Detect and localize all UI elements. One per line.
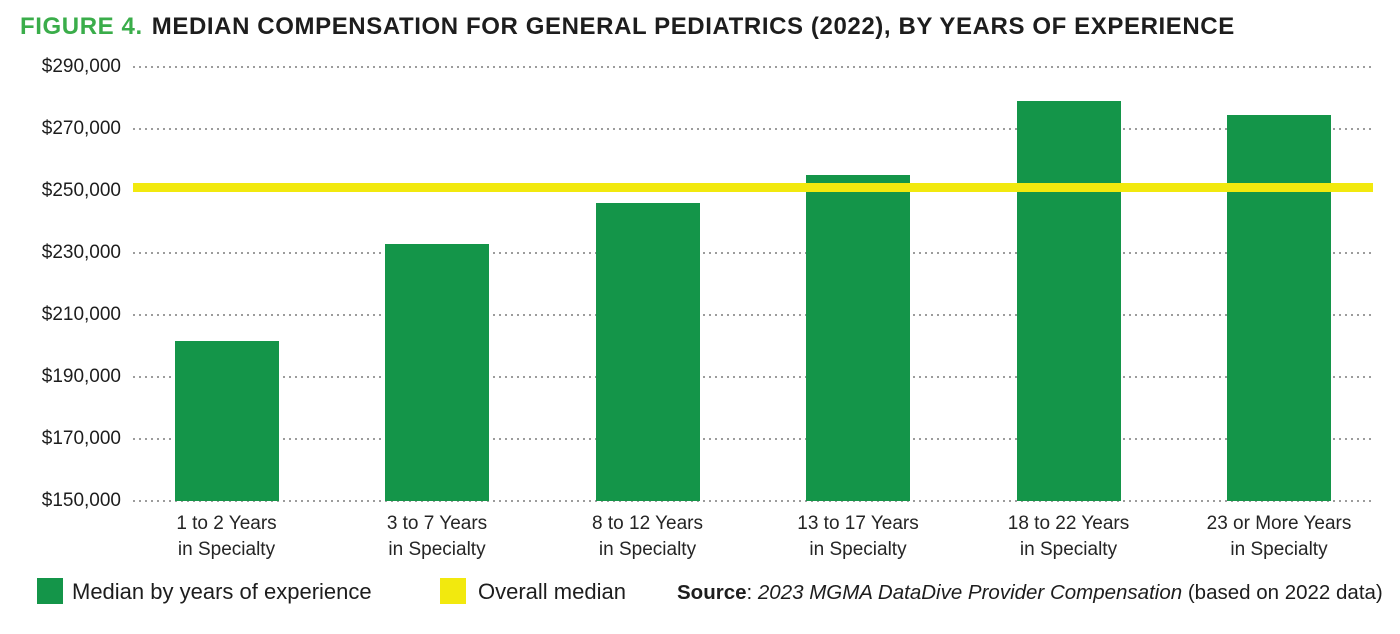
bar-5 [1016, 101, 1121, 501]
x-axis-category-label: 18 to 22 Years in Specialty [1007, 513, 1130, 560]
legend-swatch-overall-median [440, 578, 466, 604]
source-citation: 2023 MGMA DataDive Provider Compensation [757, 581, 1183, 604]
gridline [133, 376, 1373, 378]
plot-area [133, 66, 1373, 502]
x-axis-category-label: 13 to 17 Years in Specialty [797, 513, 919, 560]
gridline [133, 128, 1373, 130]
gridline [133, 314, 1373, 316]
gridline [133, 252, 1373, 254]
y-axis-tick-label: $190,000 [41, 366, 121, 387]
y-axis-tick-label: $150,000 [41, 490, 121, 511]
y-axis-tick-label: $250,000 [41, 180, 121, 201]
gridline [133, 438, 1373, 440]
source-text: Source: 2023 MGMA DataDive Provider Comp… [677, 580, 1383, 606]
x-axis-category-label: 3 to 7 Years in Specialty [386, 513, 488, 560]
y-axis-tick-label: $290,000 [41, 56, 121, 77]
y-axis-tick-label: $170,000 [41, 428, 121, 449]
x-axis-category-label: 23 or More Years in Specialty [1206, 513, 1352, 560]
bar-4 [806, 175, 910, 501]
y-axis-tick-label: $270,000 [41, 118, 121, 139]
bar-6 [1227, 115, 1331, 501]
x-axis-category-label: 1 to 2 Years in Specialty [176, 513, 277, 560]
y-axis-tick-label: $210,000 [41, 304, 121, 325]
legend-label-overall-median: Overall median [478, 579, 626, 604]
source-colon: : [746, 581, 758, 604]
figure-title: FIGURE 4. MEDIAN COMPENSATION FOR GENERAL… [20, 13, 1235, 41]
figure-title-text: MEDIAN COMPENSATION FOR GENERAL PEDIATRI… [151, 13, 1235, 40]
source-label: Source [677, 581, 747, 604]
source-suffix: (based on 2022 data) [1182, 581, 1383, 604]
legend-swatch-median-by-experience [37, 578, 63, 604]
legend-label-median-by-experience: Median by years of experience [72, 579, 372, 604]
bar-2 [385, 244, 489, 501]
bar-3 [595, 203, 700, 501]
gridline [133, 66, 1373, 68]
bar-1 [174, 341, 279, 501]
gridline [133, 500, 1373, 502]
x-axis-category-label: 8 to 12 Years in Specialty [592, 513, 703, 560]
figure-number: FIGURE 4. [20, 13, 143, 40]
y-axis-tick-label: $230,000 [41, 242, 121, 263]
overall-median-line [133, 183, 1373, 193]
